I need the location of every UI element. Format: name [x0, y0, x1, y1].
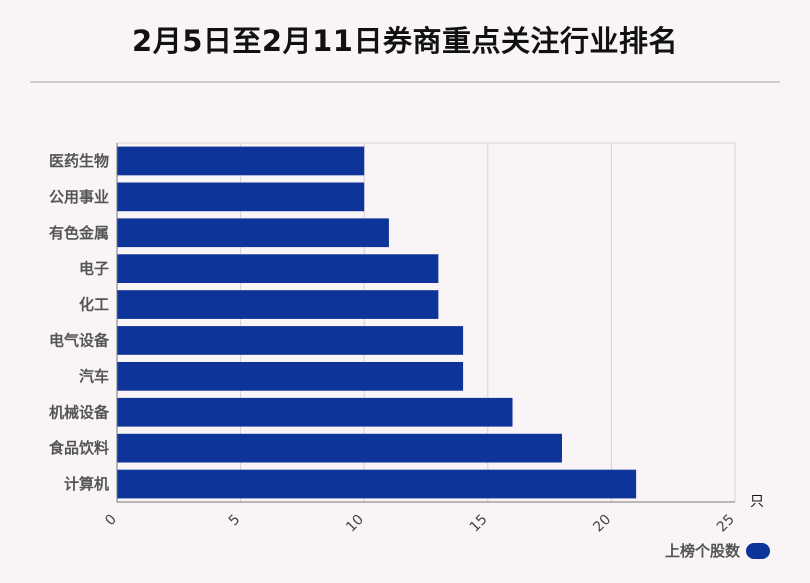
axes [116, 143, 735, 503]
x-tick-label: 20 [590, 512, 614, 536]
category-label: 电子 [79, 260, 109, 278]
category-label: 机械设备 [49, 403, 110, 421]
category-label: 计算机 [64, 475, 109, 493]
category-label: 有色金属 [49, 224, 109, 242]
x-tick-labels: 0 5 10 15 20 25 [102, 512, 738, 536]
title-divider [30, 81, 780, 83]
category-label: 汽车 [79, 367, 109, 385]
x-tick-label: 25 [714, 512, 738, 536]
bar [117, 182, 365, 212]
x-tick-label: 0 [102, 512, 120, 530]
category-label: 医药生物 [49, 152, 109, 170]
bar [117, 361, 464, 391]
bar [117, 469, 637, 499]
legend-swatch [746, 542, 770, 559]
x-tick-label: 15 [467, 512, 491, 536]
legend: 上榜个股数 [665, 540, 770, 561]
bar [117, 433, 562, 463]
bar [117, 146, 365, 176]
x-tick-label: 10 [343, 512, 367, 536]
x-tick-label: 5 [226, 512, 244, 530]
bar [117, 397, 513, 427]
x-unit-label: 只 [750, 494, 764, 510]
category-label: 电气设备 [49, 331, 110, 349]
category-label: 化工 [79, 296, 109, 314]
bar [117, 218, 389, 248]
legend-label: 上榜个股数 [664, 542, 740, 560]
category-label: 公用事业 [49, 188, 109, 206]
bar [117, 254, 439, 284]
category-label: 食品饮料 [49, 439, 109, 457]
bars [117, 146, 637, 499]
chart-title: 2月5日至2月11日券商重点关注行业排名 [132, 24, 678, 58]
bar [117, 290, 439, 319]
bar [117, 326, 464, 355]
